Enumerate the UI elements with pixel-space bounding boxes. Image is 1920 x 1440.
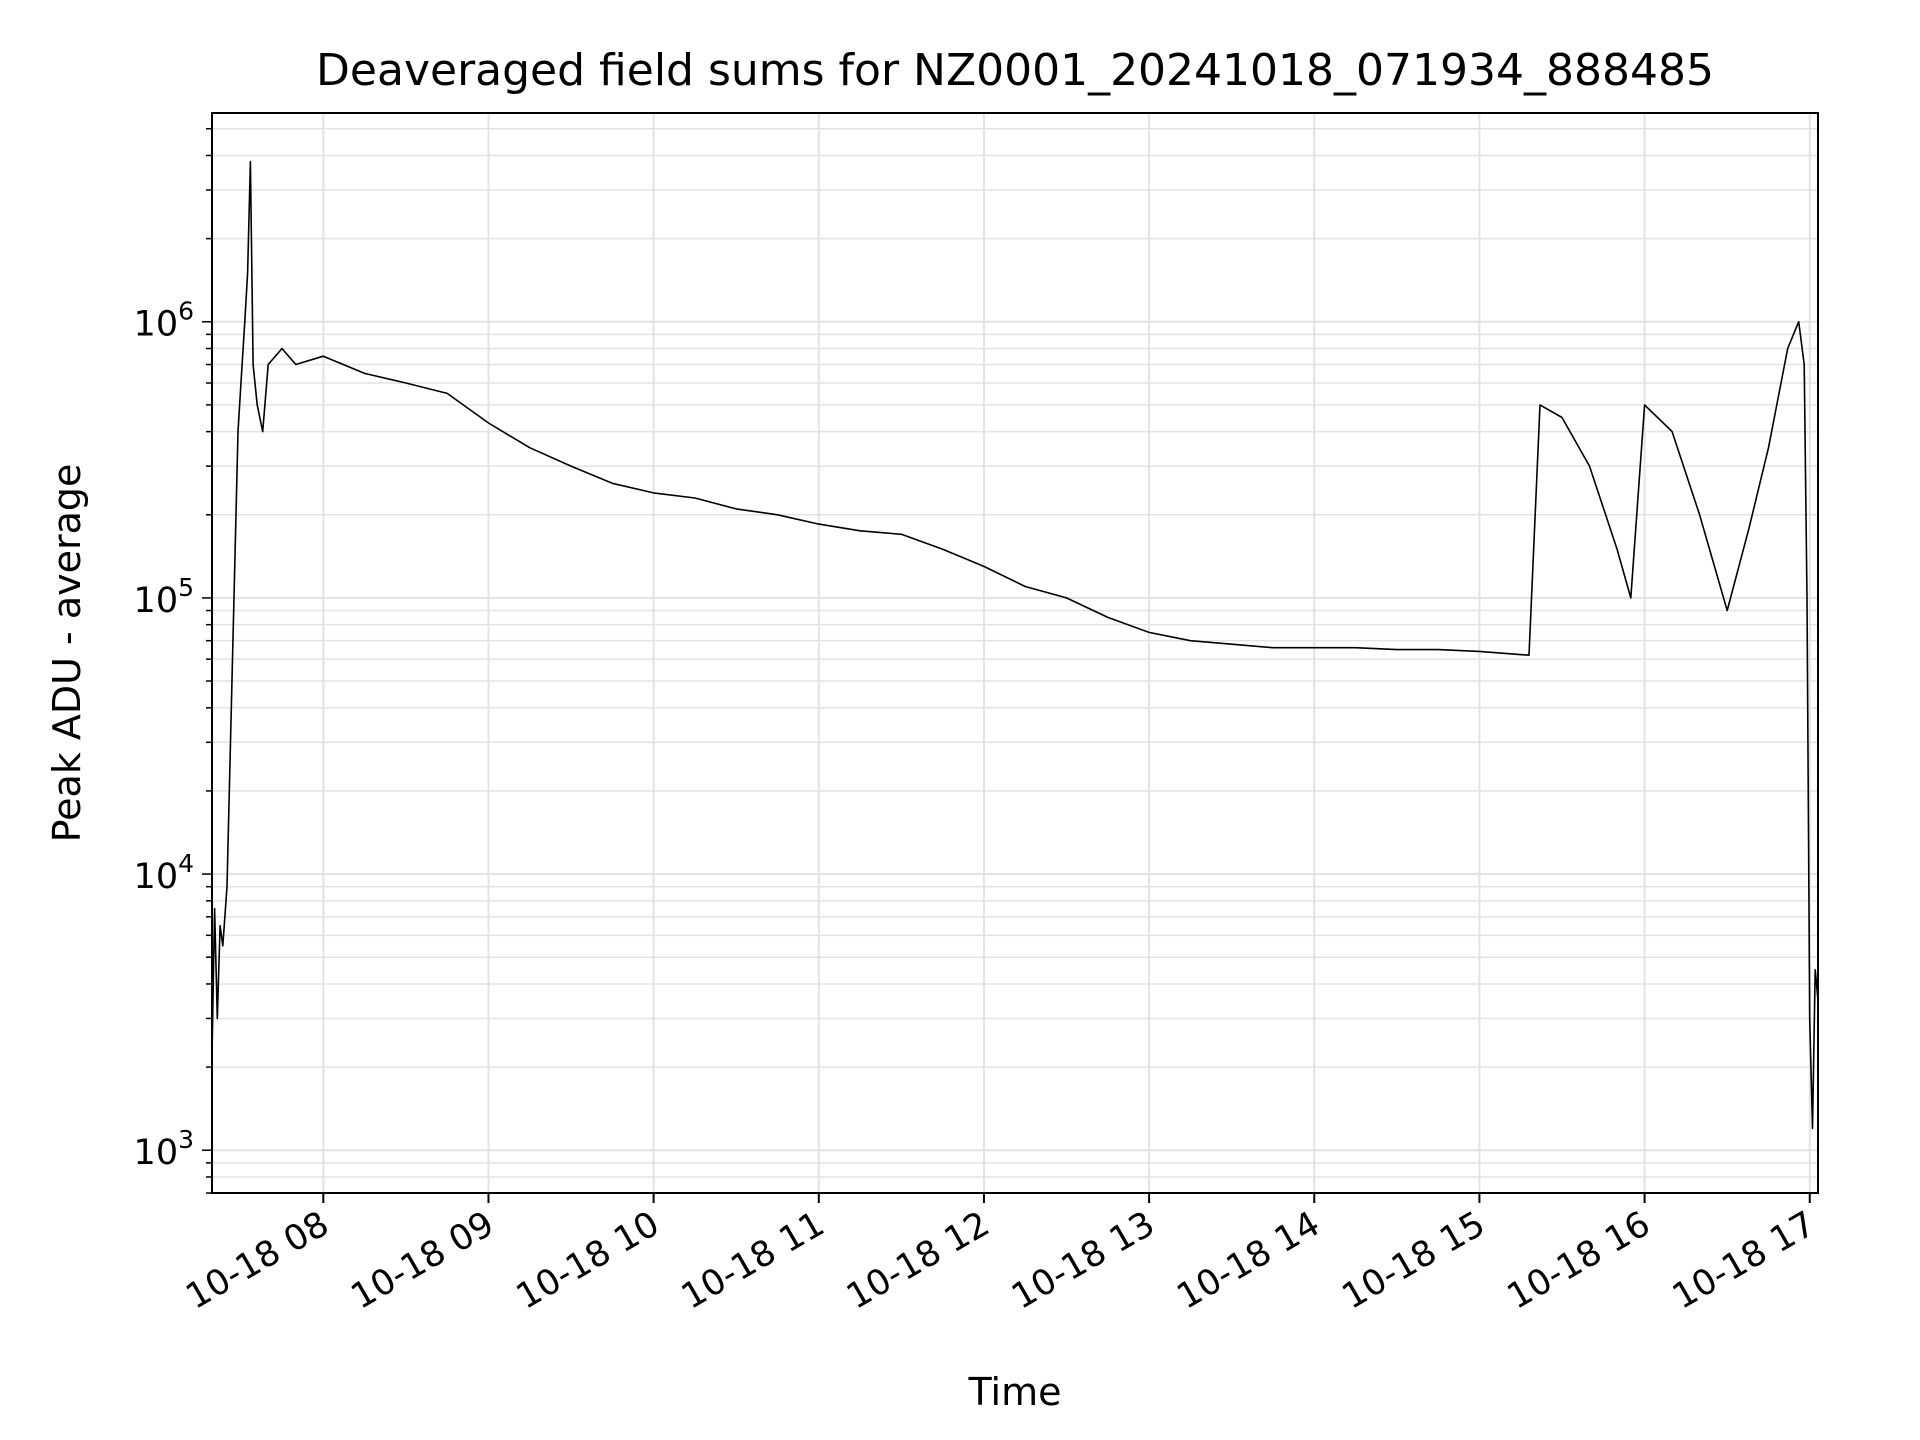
y-tick-exponent: 6 [178,297,194,326]
series-line [211,160,1819,1130]
y-tick-label: 106 [134,297,194,345]
y-tick-label: 105 [134,573,194,621]
y-tick-label: 103 [134,1125,194,1173]
y-tick-base: 10 [134,1133,179,1173]
y-tick-base: 10 [134,581,179,621]
y-axis-label: Peak ADU - average [45,464,89,843]
y-tick-exponent: 3 [178,1125,194,1154]
plot-frame [211,112,1819,1194]
y-tick-exponent: 4 [178,849,194,878]
y-tick-base: 10 [134,305,179,345]
y-tick-label: 104 [134,849,194,897]
chart-title: Deaveraged field sums for NZ0001_2024101… [316,45,1714,96]
x-axis-label: Time [968,1370,1062,1414]
y-tick-base: 10 [134,857,179,897]
series [211,160,1819,1130]
grid [212,113,1818,1194]
y-tick-exponent: 5 [178,573,194,602]
